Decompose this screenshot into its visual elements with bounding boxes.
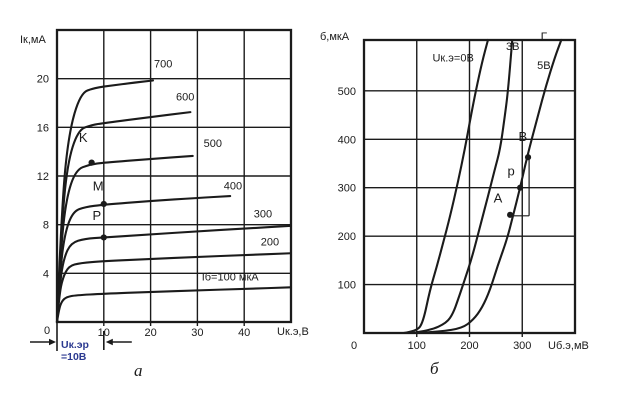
point-dot-M xyxy=(100,200,107,208)
origin-label: 0 xyxy=(351,340,357,352)
point-label-K: K xyxy=(79,130,88,145)
label-g: Г xyxy=(541,30,548,44)
curve-label-ib-400: 400 xyxy=(224,180,242,192)
curve-uke-0v xyxy=(402,38,490,335)
grid-lines xyxy=(57,30,291,326)
curve-ib-100 xyxy=(55,286,293,324)
plot-border xyxy=(55,28,293,324)
curve-ib-600 xyxy=(55,111,192,324)
x-tick-label: 300 xyxy=(513,340,531,352)
curve-uke-3v xyxy=(410,38,514,335)
arrowhead-icon xyxy=(49,338,56,346)
chart-input-characteristics: 100 200 300 500 400 300 200 100 0 Uк.э=0В 3В 5В Г Aр В xyxy=(338,30,577,352)
y-tick-label: 100 xyxy=(338,280,356,292)
tick-labels: 10203040201612840 xyxy=(37,74,251,339)
dimension-text-0: Uк.эр xyxy=(61,339,89,351)
curve-ib-400 xyxy=(55,195,232,324)
x-tick-label: 20 xyxy=(144,327,156,339)
y-tick-label: 400 xyxy=(338,134,356,146)
point-label-p: р xyxy=(508,164,515,179)
right-chart-y-axis-title: б,мкА xyxy=(320,31,350,43)
right-chart-caption: б xyxy=(430,359,439,378)
curve-label-ib-300: 300 xyxy=(254,208,272,220)
left-chart-caption: а xyxy=(134,361,143,380)
point-label-B: В xyxy=(518,129,527,144)
arrowhead-icon xyxy=(105,338,113,346)
y-tick-label: 200 xyxy=(338,231,356,243)
left-chart-x-axis-title: Uк.э,В xyxy=(277,326,309,338)
curve-label-ib-200: 200 xyxy=(261,236,279,248)
y-tick-label: 16 xyxy=(37,122,49,134)
tick-labels: 100 200 300 500 400 300 200 100 0 xyxy=(338,86,532,352)
curve-label-ib-700: 700 xyxy=(154,59,172,71)
y-tick-label: 300 xyxy=(338,183,356,195)
y-tick-label: 4 xyxy=(43,268,49,280)
curve-ib-200 xyxy=(55,252,293,324)
plot-border xyxy=(362,38,577,335)
dimension-text-1: =10В xyxy=(61,351,87,363)
chart-output-characteristics: 10203040201612840700600500400300200Iб=10… xyxy=(30,28,293,363)
point-label-P: P xyxy=(92,208,101,223)
curve-label-ib-500: 500 xyxy=(204,138,222,150)
curve-label-uke-0v: Uк.э=0В xyxy=(432,52,473,64)
curve-uke-5v xyxy=(415,38,563,335)
dimension-annotation: Uк.эр=10В xyxy=(30,322,132,363)
right-chart-x-axis-title: Uб.э,мВ xyxy=(548,340,589,352)
y-tick-label: 12 xyxy=(37,171,49,183)
x-tick-label: 40 xyxy=(238,327,250,339)
grid-lines xyxy=(364,40,575,337)
curve-ib-300 xyxy=(55,224,293,324)
x-tick-label: 100 xyxy=(408,340,426,352)
curve-label-ib-600: 600 xyxy=(176,92,194,104)
x-tick-label: 200 xyxy=(460,340,478,352)
point-label-M: M xyxy=(93,179,104,194)
left-chart-y-axis-title: Iк,мА xyxy=(20,34,46,46)
curve-ib-500 xyxy=(55,154,194,324)
point-dot-P xyxy=(100,234,107,241)
curve-ib-700 xyxy=(55,79,154,324)
x-tick-label: 30 xyxy=(191,327,203,339)
curve-label-uke-3v: 3В xyxy=(506,41,519,53)
point-label-A: A xyxy=(494,191,503,206)
curve-label-ib-100: Iб=100 мкА xyxy=(202,272,260,284)
point-dot-K xyxy=(88,159,95,166)
y-tick-label: 20 xyxy=(37,74,49,86)
origin-label: 0 xyxy=(44,325,50,337)
point-dot-A xyxy=(507,211,514,218)
y-tick-label: 500 xyxy=(338,86,356,98)
y-tick-label: 8 xyxy=(43,220,49,232)
curve-label-uke-5v: 5В xyxy=(537,60,550,72)
point-dot-B xyxy=(524,154,532,161)
point-dot-p xyxy=(517,184,524,191)
